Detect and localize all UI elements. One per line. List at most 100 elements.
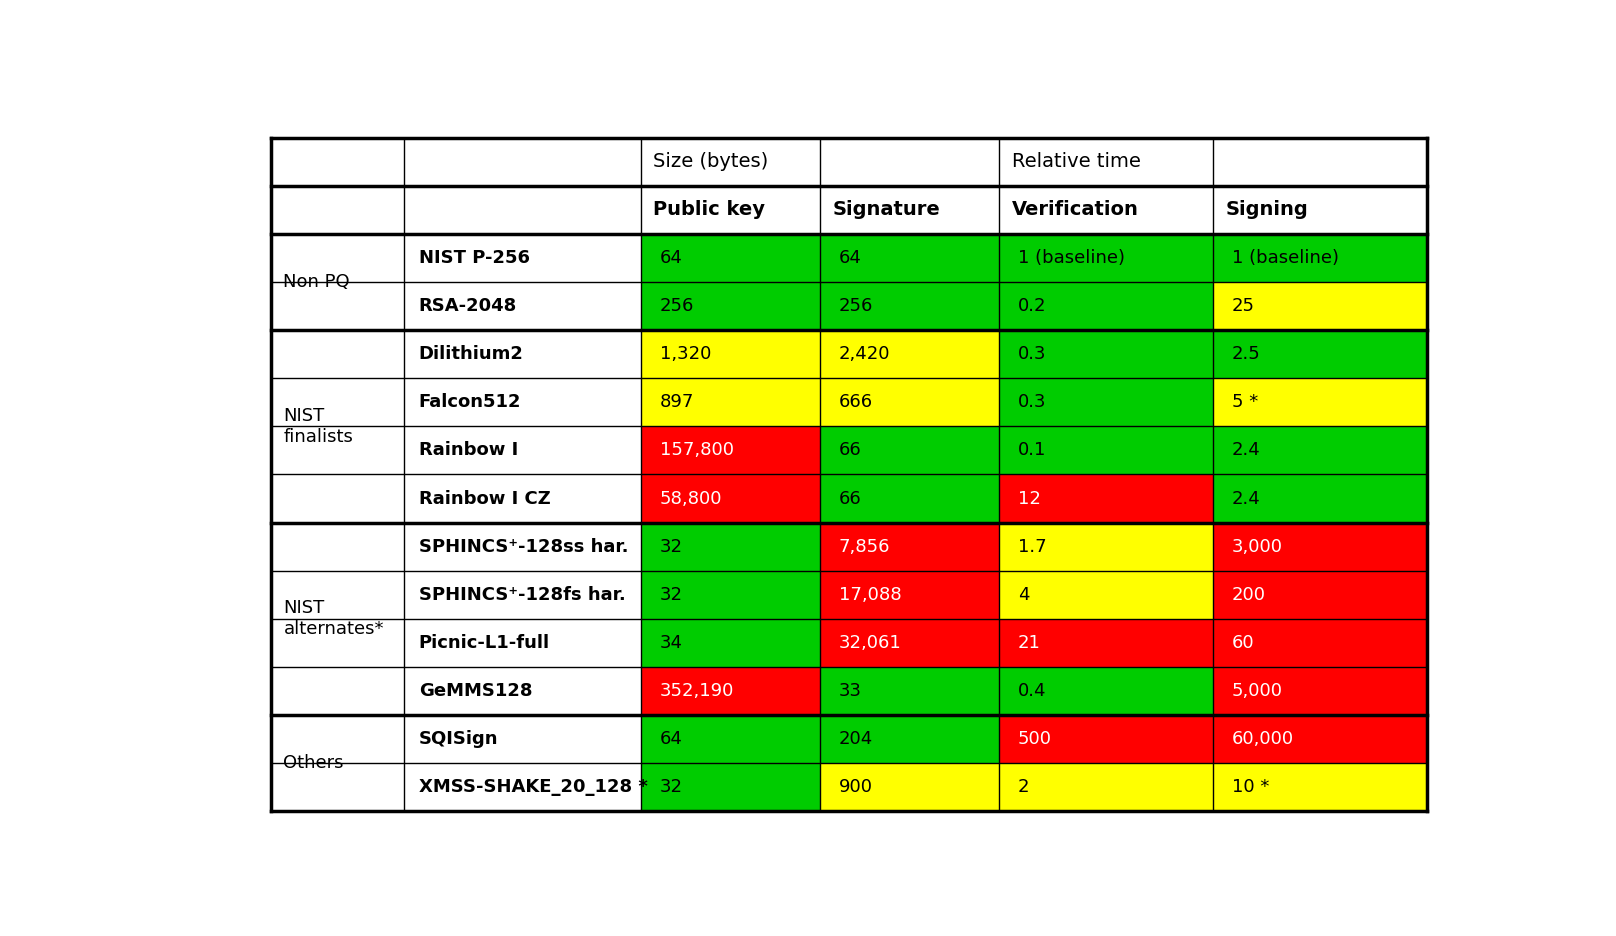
Bar [999,619,1214,667]
Bar [819,522,999,571]
Text: 25: 25 [1231,297,1254,315]
Text: 33: 33 [839,682,861,700]
Bar [404,330,642,378]
Bar [819,427,999,475]
Text: 34: 34 [659,634,682,652]
Text: 4: 4 [1018,586,1029,604]
Bar [404,715,642,763]
Text: Non PQ: Non PQ [283,273,351,291]
Text: 1 (baseline): 1 (baseline) [1018,249,1125,267]
Bar [999,185,1214,234]
Text: SPHINCS⁺-128ss har.: SPHINCS⁺-128ss har. [419,537,629,556]
Bar [404,282,642,330]
Text: XMSS-SHAKE_20_128 *: XMSS-SHAKE_20_128 * [419,779,648,797]
Bar [1214,667,1427,715]
Bar [642,330,819,378]
Text: 1,320: 1,320 [659,345,711,363]
Bar [1214,378,1427,427]
Text: 3,000: 3,000 [1231,537,1283,556]
Text: 12: 12 [1018,490,1041,507]
Bar [271,715,404,812]
Bar [642,619,819,667]
Text: 60: 60 [1231,634,1254,652]
Bar [819,378,999,427]
Text: SQISign: SQISign [419,730,498,748]
Bar [819,282,999,330]
Text: 900: 900 [839,779,873,797]
Text: NIST
alternates*: NIST alternates* [283,599,385,638]
Bar [1214,282,1427,330]
Bar [642,185,819,234]
Text: SPHINCS⁺-128fs har.: SPHINCS⁺-128fs har. [419,586,625,604]
Text: 0.3: 0.3 [1018,345,1047,363]
Bar [819,330,999,378]
Bar [999,522,1214,571]
Text: 66: 66 [839,490,861,507]
Bar [819,667,999,715]
Text: Signature: Signature [832,200,941,219]
Text: 5,000: 5,000 [1231,682,1283,700]
Bar [642,571,819,619]
Text: 66: 66 [839,442,861,460]
Bar [642,138,999,185]
Text: Signing: Signing [1225,200,1309,219]
Text: 32,061: 32,061 [839,634,902,652]
Bar [271,330,404,522]
Bar [819,185,999,234]
Bar [404,138,642,185]
Bar [819,619,999,667]
Bar [1214,330,1427,378]
Bar [404,667,642,715]
Bar [819,475,999,522]
Bar [999,378,1214,427]
Bar [271,185,404,234]
Bar [999,234,1214,282]
Text: 5 *: 5 * [1231,393,1257,411]
Text: Public key: Public key [653,200,766,219]
Text: 17,088: 17,088 [839,586,902,604]
Bar [642,667,819,715]
Bar [404,475,642,522]
Text: 1.7: 1.7 [1018,537,1047,556]
Text: 0.2: 0.2 [1018,297,1047,315]
Text: NIST P-256: NIST P-256 [419,249,530,267]
Text: 21: 21 [1018,634,1041,652]
Text: Dilithium2: Dilithium2 [419,345,524,363]
Text: 0.1: 0.1 [1018,442,1046,460]
Bar [999,330,1214,378]
Bar [642,378,819,427]
Text: 500: 500 [1018,730,1052,748]
Bar [819,571,999,619]
Bar [404,522,642,571]
Bar [1214,522,1427,571]
Text: 157,800: 157,800 [659,442,734,460]
Bar [642,282,819,330]
Bar [404,427,642,475]
Text: 2: 2 [1018,779,1029,797]
Text: 0.3: 0.3 [1018,393,1047,411]
Bar [999,282,1214,330]
Bar [404,185,642,234]
Text: Relative time: Relative time [1012,153,1141,171]
Bar [999,138,1427,185]
Bar [819,763,999,812]
Bar [642,234,819,282]
Bar [1214,185,1427,234]
Bar [1214,427,1427,475]
Text: 2.4: 2.4 [1231,442,1260,460]
Text: 352,190: 352,190 [659,682,734,700]
Bar [642,522,819,571]
Text: 2.4: 2.4 [1231,490,1260,507]
Bar [404,378,642,427]
Bar [642,715,819,763]
Bar [404,763,642,812]
Text: Picnic-L1-full: Picnic-L1-full [419,634,549,652]
Text: 200: 200 [1231,586,1265,604]
Bar [1214,763,1427,812]
Bar [999,715,1214,763]
Bar [819,234,999,282]
Bar [999,427,1214,475]
Bar [642,427,819,475]
Text: 204: 204 [839,730,873,748]
Text: 0.4: 0.4 [1018,682,1047,700]
